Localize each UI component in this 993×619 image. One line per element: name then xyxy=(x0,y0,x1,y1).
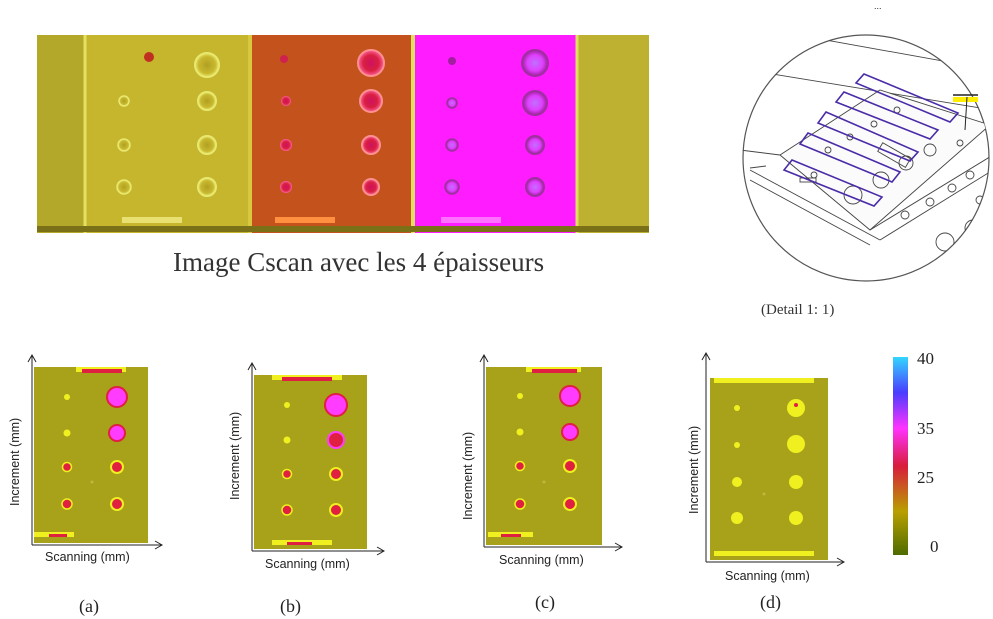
panel-b xyxy=(232,360,402,585)
panel-b-ylabel: Increment (mm) xyxy=(228,411,242,500)
panel-d-xlabel: Scanning (mm) xyxy=(725,569,810,583)
panel-c-defects xyxy=(514,385,581,511)
colorbar-tick-0: 0 xyxy=(930,537,939,556)
panel-a-ylabel: Increment (mm) xyxy=(8,417,22,506)
panel-c xyxy=(466,352,636,574)
cscan-holes-strip-1 xyxy=(116,52,220,197)
panel-d-scan xyxy=(710,378,828,560)
detail-drawing: ... xyxy=(740,0,993,290)
panel-b-scan xyxy=(254,375,367,549)
panel-c-scan xyxy=(486,367,602,545)
panel-a-defects xyxy=(61,386,128,511)
cscan-strip-1 xyxy=(85,35,250,233)
panel-a xyxy=(14,352,184,572)
cscan-image xyxy=(37,35,649,233)
detail-marker-label: ... xyxy=(874,1,882,11)
panel-d-axes xyxy=(694,350,854,575)
colorbar-tick-35: 35 xyxy=(917,419,934,438)
cscan-strip-3 xyxy=(413,35,577,233)
cscan-holes-strip-2 xyxy=(280,49,385,196)
panel-a-label: (a) xyxy=(79,596,99,616)
colorbar-tick-40: 40 xyxy=(917,349,934,368)
panel-d-defects xyxy=(731,399,805,525)
cscan-strip-2 xyxy=(250,35,413,233)
colorbar xyxy=(893,357,908,555)
cscan-bottom-bar-3 xyxy=(441,217,501,223)
colorbar-tick-25: 25 xyxy=(917,468,934,487)
panel-b-label: (b) xyxy=(280,596,301,616)
panel-b-xlabel: Scanning (mm) xyxy=(265,557,350,571)
detail-marker-flag xyxy=(953,97,978,102)
cscan-holes-strip-3 xyxy=(444,49,549,197)
cscan-caption: Image Cscan avec les 4 épaisseurs xyxy=(173,247,545,277)
cscan-bottom-bar-1 xyxy=(122,217,182,223)
panel-a-xlabel: Scanning (mm) xyxy=(45,550,130,564)
panel-c-ylabel: Increment (mm) xyxy=(461,431,475,520)
panel-c-xlabel: Scanning (mm) xyxy=(499,553,584,567)
cscan-edge-left xyxy=(37,35,85,233)
panel-d-ylabel: Increment (mm) xyxy=(687,425,701,514)
panel-d-label: (d) xyxy=(760,592,781,612)
panel-d xyxy=(692,370,852,570)
detail-svg: ... xyxy=(742,1,990,282)
panel-b-defects xyxy=(281,393,348,517)
cscan-bottom-bar-2 xyxy=(275,217,335,223)
panel-c-label: (c) xyxy=(535,592,555,612)
cscan-edge-right xyxy=(577,35,649,233)
panel-a-scan xyxy=(34,367,148,543)
detail-caption: (Detail 1: 1) xyxy=(761,302,835,318)
cscan-svg xyxy=(37,35,649,233)
